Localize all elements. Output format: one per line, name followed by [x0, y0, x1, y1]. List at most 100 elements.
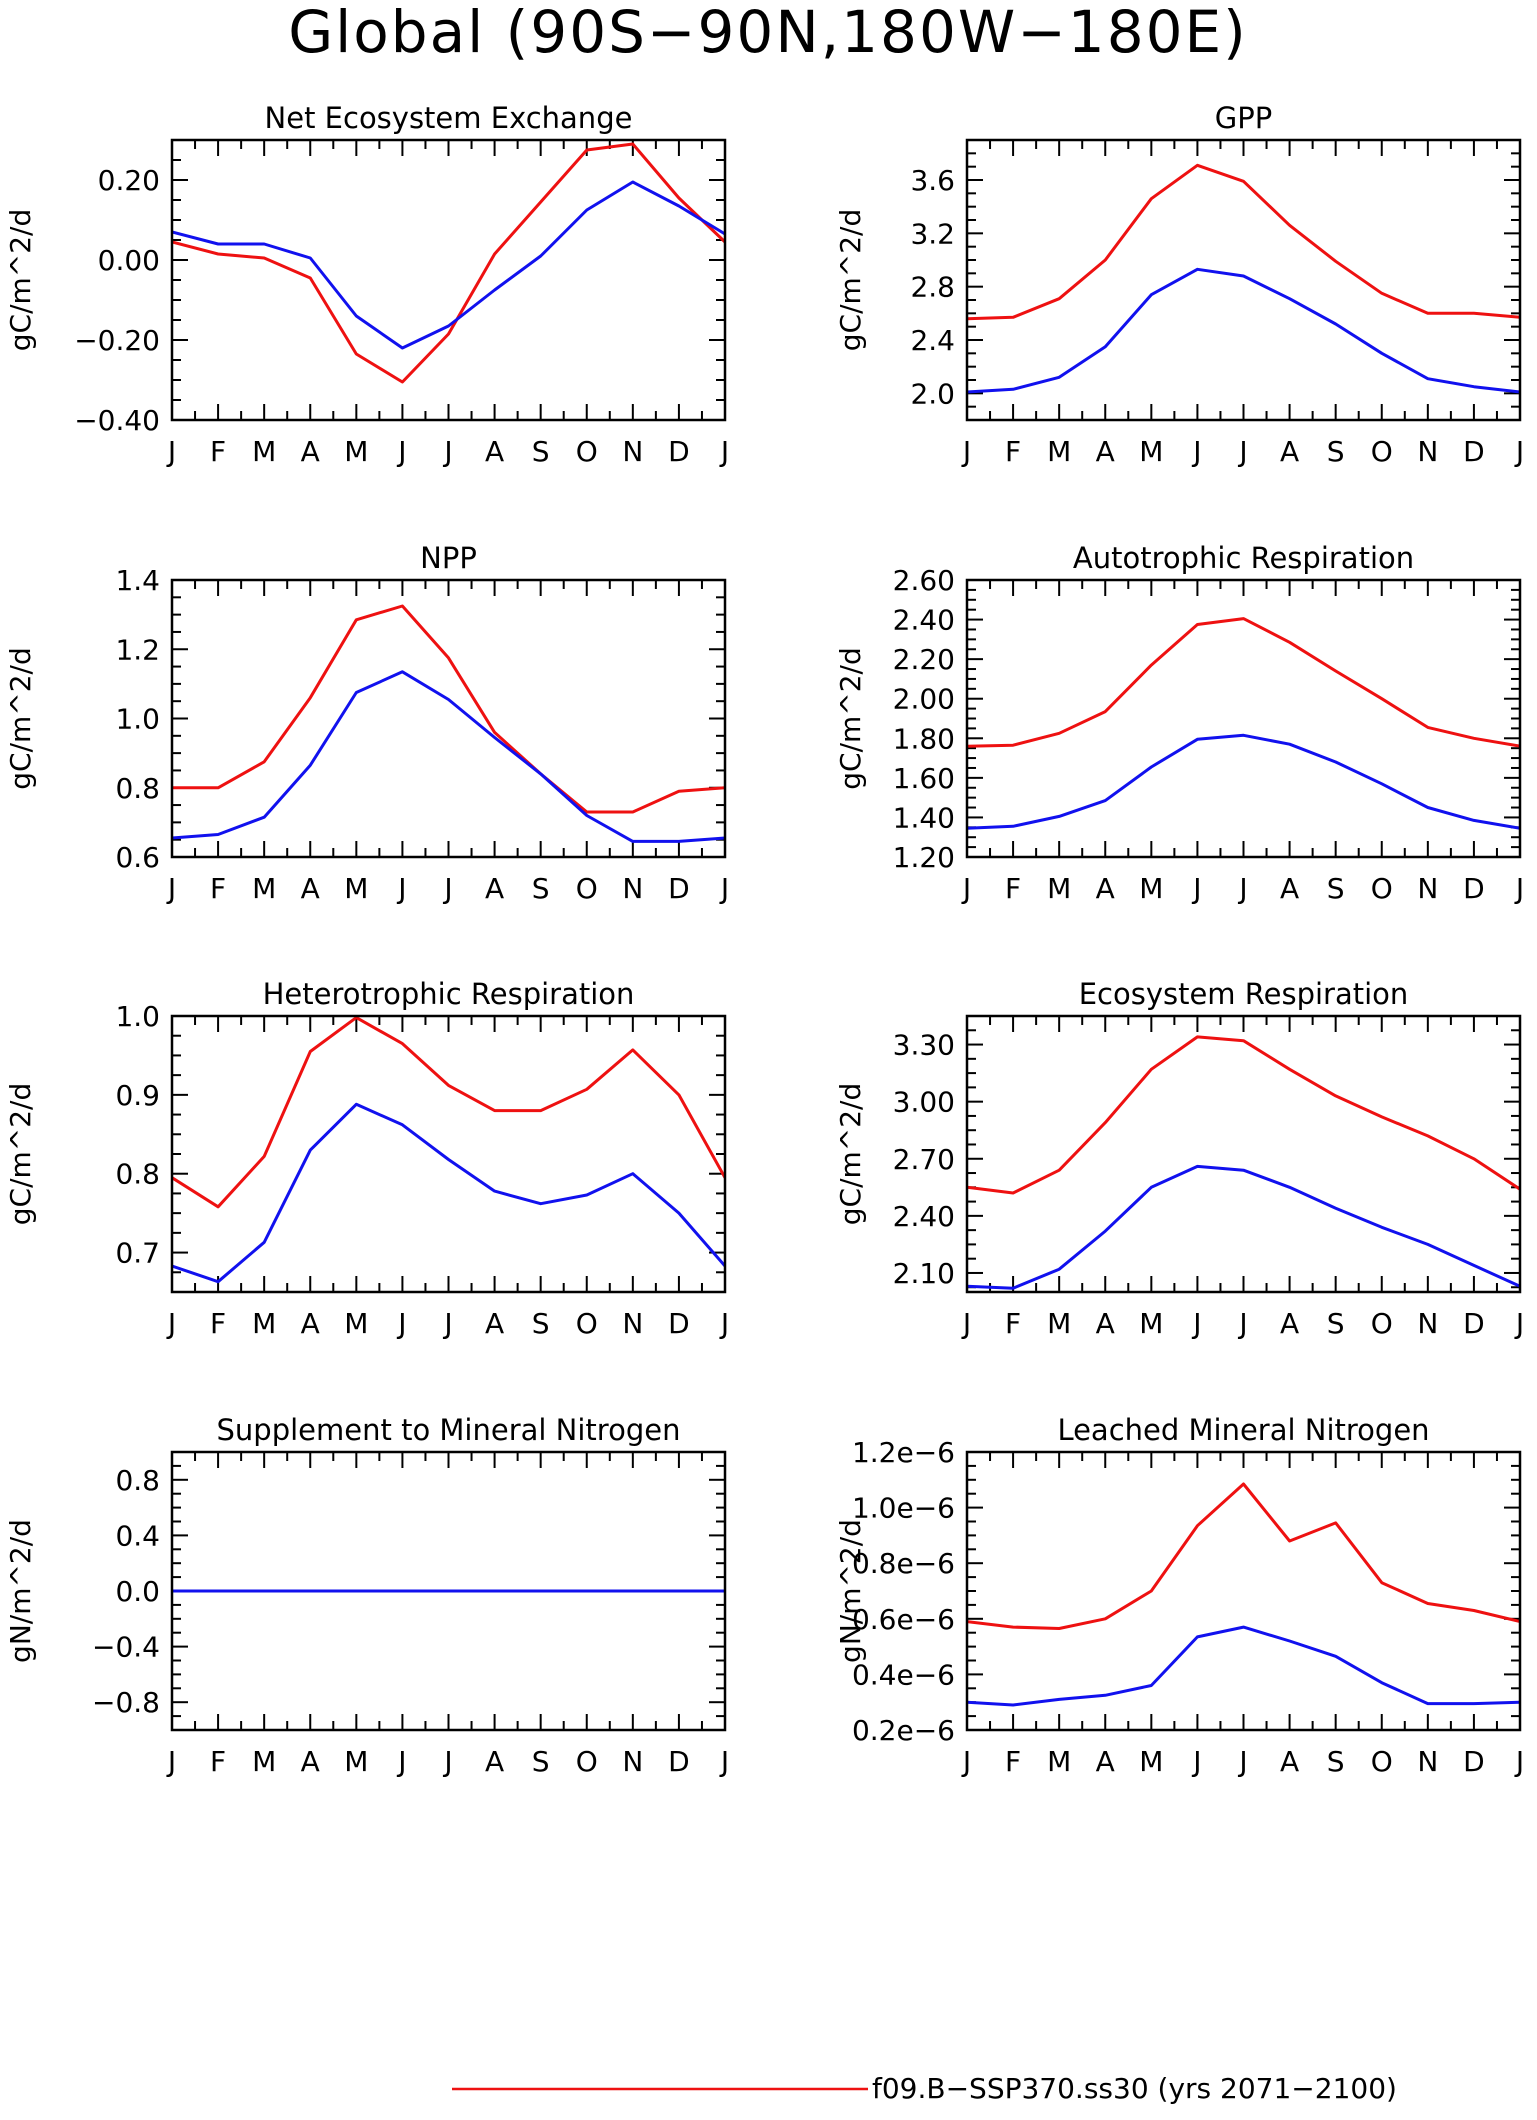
x-tick-label: J	[1237, 1307, 1247, 1340]
y-tick-label: 3.00	[893, 1086, 955, 1119]
x-tick-label: F	[210, 1307, 226, 1340]
x-tick-label: J	[166, 1307, 176, 1340]
x-tick-label: A	[1280, 872, 1299, 905]
y-tick-label: 1.4	[115, 564, 160, 597]
x-tick-label: J	[166, 1745, 176, 1778]
x-tick-label: A	[485, 872, 504, 905]
x-tick-label: J	[961, 1307, 971, 1340]
x-tick-label: M	[1047, 872, 1071, 905]
y-axis-label: gN/m^2/d	[4, 1519, 37, 1663]
x-tick-label: N	[1417, 872, 1438, 905]
x-tick-label: J	[396, 1307, 406, 1340]
y-axis-label: gC/m^2/d	[834, 209, 867, 352]
x-tick-label: S	[532, 435, 550, 468]
x-tick-label: J	[1237, 435, 1247, 468]
x-tick-label: O	[1371, 435, 1393, 468]
y-tick-label: 0.2e−6	[852, 1714, 955, 1747]
x-tick-label: D	[668, 435, 690, 468]
y-tick-label: 0.8	[115, 1158, 160, 1191]
panel-title: Autotrophic Respiration	[1073, 541, 1414, 575]
plot-frame	[965, 1014, 1522, 1294]
series-line-red	[967, 1035, 1520, 1195]
legend: f09.B−SSP370.ss30 (yrs 2071−2100)	[452, 2072, 1397, 2105]
panel-title: Supplement to Mineral Nitrogen	[217, 1413, 681, 1447]
plot-frame	[170, 138, 727, 422]
x-tick-label: A	[1096, 1307, 1115, 1340]
x-tick-label: J	[961, 872, 971, 905]
series-line-blue	[967, 267, 1520, 394]
x-tick-label: J	[1514, 1745, 1524, 1778]
x-tick-label: D	[668, 872, 690, 905]
y-tick-label: 1.40	[893, 801, 955, 834]
series-line-red	[967, 617, 1520, 748]
y-axis-label: gC/m^2/d	[4, 647, 37, 790]
x-tick-label: A	[485, 435, 504, 468]
series-line-blue	[967, 1164, 1520, 1290]
y-axis-label: gC/m^2/d	[4, 1083, 37, 1226]
x-tick-label: S	[1327, 1745, 1345, 1778]
x-tick-label: J	[719, 872, 729, 905]
series-line-blue	[172, 180, 725, 350]
plot-frame	[170, 1014, 727, 1294]
panel-7: Supplement to Mineral Nitrogen gN/m^2/d J F…	[4, 1413, 729, 1778]
x-tick-label: N	[1417, 435, 1438, 468]
x-tick-label: A	[301, 435, 320, 468]
panel-title: Ecosystem Respiration	[1079, 977, 1409, 1011]
y-tick-label: −0.20	[74, 324, 160, 357]
y-tick-label: 0.7	[115, 1237, 160, 1270]
y-tick-label: 0.6e−6	[852, 1603, 955, 1636]
legend-label: f09.B−SSP370.ss30 (yrs 2071−2100)	[872, 2072, 1397, 2105]
x-tick-label: N	[622, 872, 643, 905]
y-tick-label: 0.4e−6	[852, 1658, 955, 1691]
y-tick-label: 2.00	[893, 683, 955, 716]
x-tick-label: J	[1191, 1745, 1201, 1778]
panel-title: Leached Mineral Nitrogen	[1057, 1413, 1429, 1447]
series-line-red	[172, 142, 725, 384]
x-tick-label: S	[1327, 1307, 1345, 1340]
y-tick-label: 3.6	[910, 164, 955, 197]
x-tick-label: J	[1191, 1307, 1201, 1340]
x-tick-label: F	[1005, 1307, 1021, 1340]
x-tick-label: F	[210, 435, 226, 468]
series-line-red	[967, 1482, 1520, 1630]
x-tick-label: J	[166, 435, 176, 468]
y-tick-label: 2.8	[910, 271, 955, 304]
y-tick-label: 2.40	[893, 1200, 955, 1233]
x-tick-label: S	[1327, 872, 1345, 905]
x-tick-label: M	[344, 1745, 368, 1778]
x-tick-label: J	[442, 435, 452, 468]
x-tick-label: A	[485, 1307, 504, 1340]
panel-title: Net Ecosystem Exchange	[265, 101, 633, 135]
plot-frame	[170, 1450, 727, 1732]
y-tick-label: 2.4	[910, 324, 955, 357]
x-tick-label: O	[576, 1307, 598, 1340]
x-tick-label: O	[576, 1745, 598, 1778]
y-tick-label: −0.40	[74, 404, 160, 437]
x-tick-label: F	[210, 872, 226, 905]
x-tick-label: M	[252, 1745, 276, 1778]
x-tick-label: F	[1005, 435, 1021, 468]
x-tick-label: J	[961, 1745, 971, 1778]
x-tick-label: M	[1047, 1307, 1071, 1340]
x-tick-label: M	[344, 435, 368, 468]
x-tick-label: M	[344, 872, 368, 905]
x-tick-label: S	[532, 1745, 550, 1778]
series-line-blue	[172, 670, 725, 843]
plot-frame	[965, 138, 1522, 422]
x-tick-label: J	[1191, 435, 1201, 468]
y-tick-label: 1.0	[115, 703, 160, 736]
x-tick-label: N	[622, 1745, 643, 1778]
y-tick-label: 2.10	[893, 1257, 955, 1290]
y-tick-label: 1.2	[115, 633, 160, 666]
x-tick-label: F	[210, 1745, 226, 1778]
y-tick-label: −0.8	[92, 1686, 160, 1719]
y-tick-label: 2.0	[910, 377, 955, 410]
x-tick-label: J	[1191, 872, 1201, 905]
x-tick-label: J	[961, 435, 971, 468]
x-tick-label: J	[442, 1745, 452, 1778]
